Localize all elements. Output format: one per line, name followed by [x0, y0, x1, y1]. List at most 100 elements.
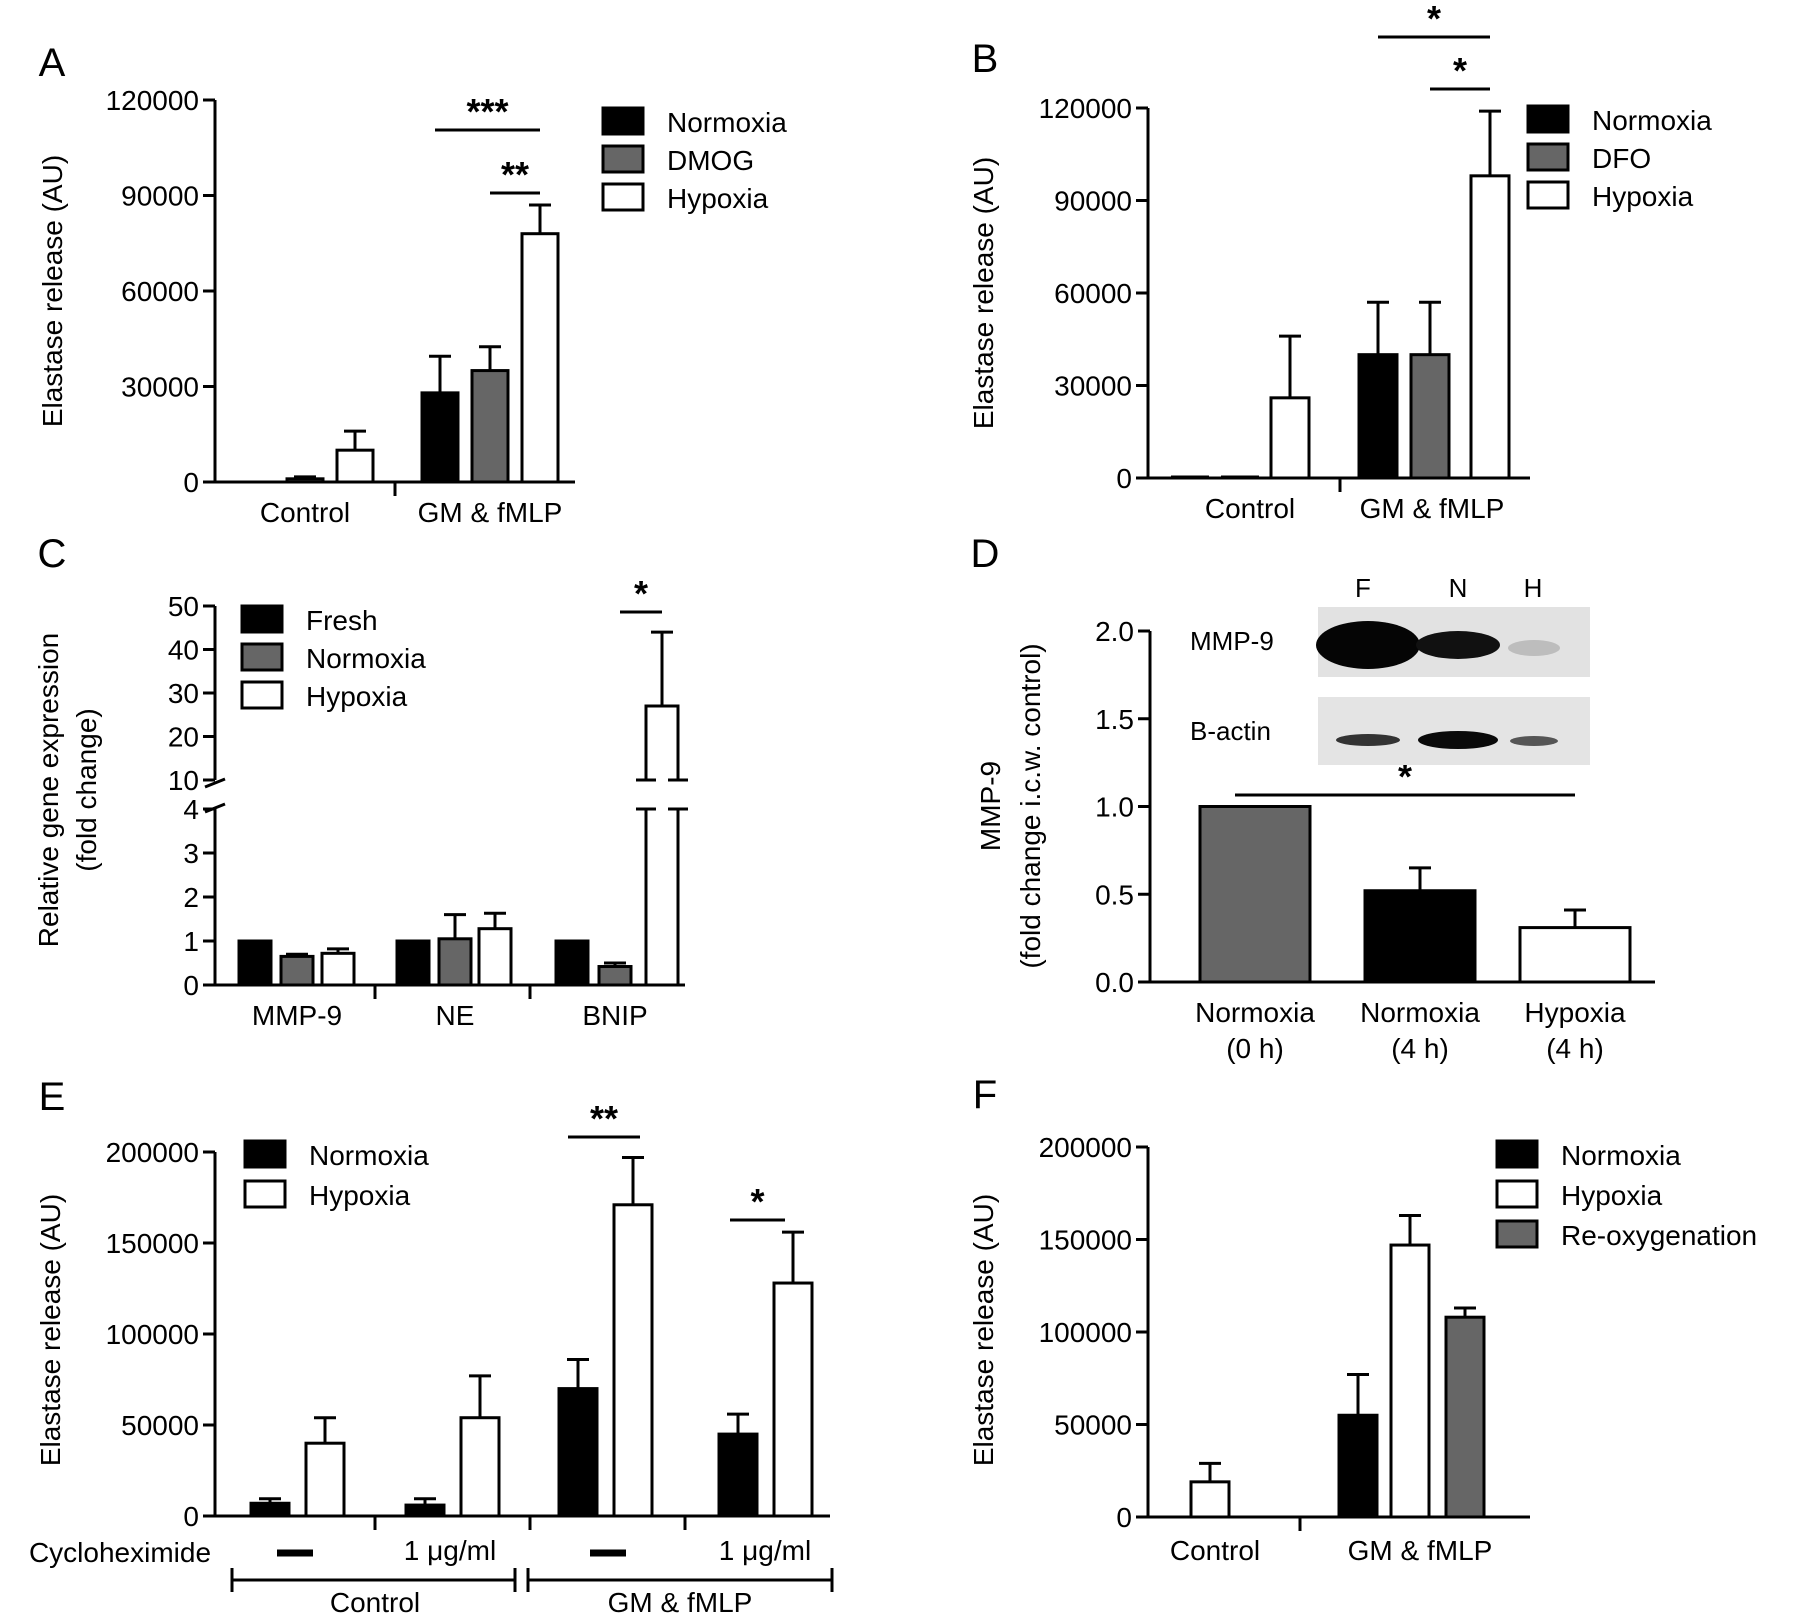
y-axis-label: Elastase release (AU): [968, 157, 999, 429]
panel-letter-b: B: [972, 37, 999, 81]
bar-dmog: [285, 477, 325, 484]
bar-hypoxia: [1469, 174, 1511, 480]
legend-swatch: [240, 642, 284, 672]
x-category-label: Normoxia: [1360, 997, 1480, 1028]
legend-swatch: [1495, 1179, 1539, 1209]
y-tick-label: 60000: [1054, 278, 1132, 309]
x-category-label: Hypoxia: [1524, 997, 1626, 1028]
y-axis-label: MMP-9: [975, 761, 1006, 851]
legend-swatch: [1526, 180, 1570, 210]
legend-swatch: [243, 1139, 287, 1169]
bar-hypoxia: [304, 1441, 346, 1518]
bar-hypoxia: [520, 232, 560, 484]
treatment-value: 1 μg/ml: [719, 1535, 811, 1566]
x-category-label: GM & fMLP: [418, 497, 563, 528]
axis-break: [204, 802, 226, 814]
bar-hypoxia: [644, 809, 680, 987]
bar: [1518, 926, 1632, 984]
legend-label: DMOG: [667, 145, 754, 176]
treatment-value: 1 μg/ml: [404, 1535, 496, 1566]
x-category-label: Control: [1205, 493, 1295, 524]
blot-lane-label: F: [1355, 573, 1371, 603]
x-category-label: NE: [436, 1000, 475, 1031]
y-tick-label: 50: [168, 591, 199, 622]
y-tick-label: 2: [183, 882, 199, 913]
blot-lane-label: H: [1524, 573, 1543, 603]
panel-letter-e: E: [39, 1075, 66, 1119]
legend-label: Normoxia: [309, 1140, 429, 1171]
bar-fresh: [395, 939, 431, 987]
significance-label: *: [1427, 0, 1441, 39]
x-category-label: GM & fMLP: [1348, 1535, 1493, 1566]
blot-lane-label: N: [1449, 573, 1468, 603]
y-tick-label: 10: [168, 765, 199, 796]
y-tick-label: 90000: [121, 181, 199, 212]
x-category-label: Control: [1170, 1535, 1260, 1566]
significance-label: *: [1453, 50, 1467, 91]
legend-swatch: [1526, 104, 1570, 134]
legend-label: Hypoxia: [309, 1180, 411, 1211]
x-category-label: (4 h): [1546, 1033, 1604, 1064]
legend-label: Hypoxia: [1561, 1180, 1663, 1211]
blot-bactin-band-bg: [1318, 697, 1590, 765]
bar-hypoxia: [335, 448, 375, 484]
bar-normoxia: [597, 965, 633, 987]
blot-row-label: MMP-9: [1190, 626, 1274, 656]
bar-normoxia: [717, 1432, 759, 1518]
significance-label: **: [590, 1098, 618, 1139]
bar-dfo: [1409, 353, 1451, 480]
x-category-label: Normoxia: [1195, 997, 1315, 1028]
y-tick-label: 30000: [1054, 371, 1132, 402]
blot-band: [1418, 731, 1498, 749]
legend-label: Normoxia: [1592, 105, 1712, 136]
y-tick-label: 120000: [1039, 93, 1132, 124]
bar-dmog: [470, 369, 510, 484]
legend-label: Hypoxia: [306, 681, 408, 712]
panel-letter-c: C: [38, 532, 67, 576]
y-tick-label: 50000: [121, 1410, 199, 1441]
bar-hypoxia: [612, 1203, 654, 1518]
y-tick-label: 30: [168, 678, 199, 709]
y-tick-label: 120000: [106, 85, 199, 116]
y-tick-label: 1: [183, 926, 199, 957]
legend-label: DFO: [1592, 143, 1651, 174]
bar-normoxia: [249, 1501, 291, 1518]
bar-hypoxia: [644, 704, 680, 780]
panel-letter-d: D: [971, 532, 1000, 576]
legend-swatch: [243, 1179, 287, 1209]
y-tick-label: 60000: [121, 276, 199, 307]
legend-swatch: [240, 604, 284, 634]
y-tick-label: 150000: [1039, 1225, 1132, 1256]
y-tick-label: 1.0: [1095, 792, 1134, 823]
bar-hypoxia: [772, 1281, 814, 1518]
y-tick-label: 1.5: [1095, 704, 1134, 735]
y-axis-label: (fold change): [71, 708, 102, 871]
blot-band: [1336, 734, 1400, 746]
blot-band: [1508, 640, 1560, 656]
bar-normoxia: [420, 391, 460, 484]
y-axis-label: Elastase release (AU): [37, 155, 68, 427]
y-tick-label: 4: [183, 794, 199, 825]
x-category-label: BNIP: [582, 1000, 647, 1031]
y-tick-label: 0: [1116, 1502, 1132, 1533]
y-tick-label: 150000: [106, 1228, 199, 1259]
x-category-label: GM & fMLP: [1360, 493, 1505, 524]
bar-fresh: [237, 939, 273, 987]
y-tick-label: 0.0: [1095, 967, 1134, 998]
legend-label: Hypoxia: [667, 183, 769, 214]
group-label: GM & fMLP: [608, 1587, 753, 1614]
treatment-label: Cycloheximide: [29, 1537, 211, 1568]
bar-fresh: [554, 939, 590, 987]
legend-swatch: [601, 144, 645, 174]
bar: [1198, 805, 1312, 984]
bar-normoxia: [404, 1503, 446, 1518]
y-tick-label: 0.5: [1095, 879, 1134, 910]
y-axis-label: Relative gene expression: [33, 633, 64, 947]
significance-label: *: [634, 573, 648, 614]
significance-label: *: [750, 1181, 764, 1222]
x-category-label: (4 h): [1391, 1033, 1449, 1064]
y-tick-label: 200000: [106, 1137, 199, 1168]
y-tick-label: 3: [183, 838, 199, 869]
x-category-label: MMP-9: [252, 1000, 342, 1031]
